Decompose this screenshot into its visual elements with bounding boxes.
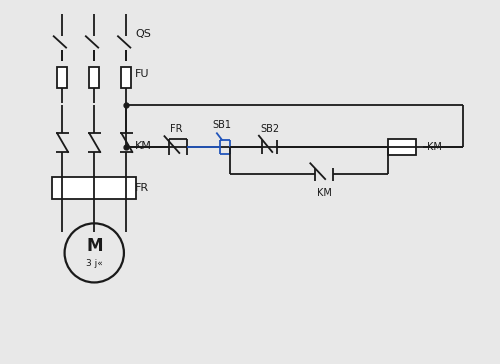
Text: M: M [86, 237, 102, 255]
Text: KM: KM [136, 141, 152, 151]
Bar [122, 67, 132, 88]
Text: KM: KM [427, 142, 442, 152]
Bar [388, 139, 415, 155]
Bar [52, 177, 136, 199]
Bar [57, 67, 67, 88]
Text: QS: QS [136, 29, 151, 39]
Text: SB1: SB1 [212, 120, 232, 130]
Text: KM: KM [316, 188, 332, 198]
Text: SB2: SB2 [260, 124, 280, 134]
Bar [90, 67, 99, 88]
Text: FR: FR [136, 183, 149, 193]
Text: FU: FU [136, 70, 150, 79]
Text: 3 j«: 3 j« [86, 259, 102, 268]
Text: FR: FR [170, 124, 182, 134]
